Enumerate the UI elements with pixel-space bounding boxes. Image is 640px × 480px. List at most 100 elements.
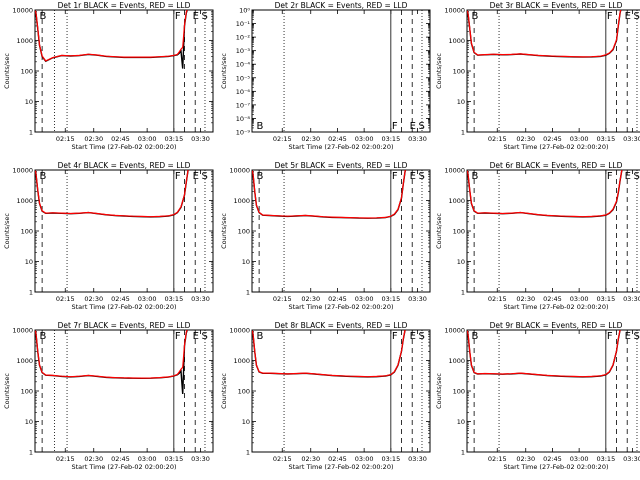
detector-panel-5: Det 5r BLACK = Events, RED = LLD 1 10 100 10… [220, 161, 431, 311]
x-tick-label: 03:30 [191, 135, 210, 143]
x-tick-label: 03:00 [355, 455, 374, 463]
y-tick-label: 100 [21, 228, 33, 236]
x-tick-label: 02:15 [273, 135, 292, 143]
event-marker-label: E [410, 121, 416, 132]
y-tick-label: 10000 [444, 7, 465, 15]
x-tick-label: 03:30 [191, 455, 210, 463]
event-marker-label: S [202, 11, 208, 22]
event-marker-label: B [257, 171, 264, 182]
x-tick-label: 03:30 [623, 295, 640, 303]
event-marker-label: E [410, 171, 416, 182]
event-marker-label: S [634, 11, 640, 22]
x-tick-label: 03:00 [570, 295, 589, 303]
x-tick-label: 03:15 [596, 295, 615, 303]
series-line-events [35, 170, 189, 218]
panel-title: Det 5r BLACK = Events, RED = LLD [275, 161, 408, 170]
series-line-events [467, 170, 623, 218]
y-axis-label: Counts/sec [3, 213, 11, 249]
plot-frame [34, 9, 214, 133]
event-marker-label: B [40, 331, 47, 342]
x-tick-label: 02:30 [301, 135, 320, 143]
event-marker-label: S [202, 171, 208, 182]
y-tick-label: 100 [21, 68, 33, 76]
plot-frame [251, 9, 431, 133]
x-axis-label: Start Time (27-Feb-02 02:00:20) [72, 143, 177, 151]
series-line-events [35, 10, 189, 69]
y-tick-label: 10 [457, 418, 465, 426]
y-tick-label: 1 [461, 129, 465, 137]
y-tick-label: 1000 [448, 197, 465, 205]
y-axis-label: Counts/sec [3, 373, 11, 409]
x-tick-label: 02:45 [328, 295, 347, 303]
x-axis-label: Start Time (27-Feb-02 02:00:20) [289, 463, 394, 471]
y-tick-label: 1000 [448, 37, 465, 45]
x-axis-label: Start Time (27-Feb-02 02:00:20) [72, 463, 177, 471]
y-tick-label: 10000 [229, 167, 250, 175]
event-marker-label: B [472, 331, 479, 342]
y-tick-label: 10⁻⁵ [236, 74, 251, 82]
event-marker-label: E [410, 331, 416, 342]
x-tick-label: 02:45 [543, 135, 562, 143]
y-tick-label: 100 [453, 68, 465, 76]
y-tick-label: 10 [242, 418, 250, 426]
event-marker-label: E [625, 11, 631, 22]
x-tick-label: 02:45 [543, 455, 562, 463]
x-axis-label: Start Time (27-Feb-02 02:00:20) [72, 303, 177, 311]
panel-title: Det 2r BLACK = Events, RED = LLD [275, 1, 408, 10]
event-marker-label: S [634, 331, 640, 342]
event-marker-label: S [419, 121, 425, 132]
detector-panel-2: Det 2r BLACK = Events, RED = LLD 10⁻⁹ 10⁻⁸… [220, 1, 431, 151]
x-tick-label: 03:15 [164, 135, 183, 143]
event-marker-label: F [607, 11, 613, 22]
y-tick-label: 10⁻⁶ [236, 88, 251, 96]
event-marker-label: B [257, 121, 264, 132]
y-tick-label: 1 [29, 449, 33, 457]
x-tick-label: 03:30 [408, 135, 427, 143]
x-tick-label: 03:15 [596, 135, 615, 143]
series-line-lld [252, 330, 406, 378]
x-tick-label: 02:45 [111, 295, 130, 303]
event-marker-label: S [419, 331, 425, 342]
y-axis-label: Counts/sec [435, 373, 443, 409]
x-tick-label: 02:30 [84, 295, 103, 303]
event-marker-label: F [607, 171, 613, 182]
plot-frame [251, 329, 431, 453]
event-marker-label: F [607, 331, 613, 342]
panel-title: Det 7r BLACK = Events, RED = LLD [58, 321, 191, 330]
x-tick-label: 02:15 [273, 295, 292, 303]
x-tick-label: 02:45 [111, 135, 130, 143]
y-tick-label: 1 [461, 449, 465, 457]
y-axis-label: Counts/sec [220, 373, 228, 409]
x-tick-label: 02:45 [328, 135, 347, 143]
detector-panel-4: Det 4r BLACK = Events, RED = LLD 1 10 100 10… [3, 161, 214, 311]
plot-frame [466, 329, 640, 453]
x-tick-label: 02:30 [84, 135, 103, 143]
y-tick-label: 10⁻⁷ [236, 101, 251, 109]
y-axis-label: Counts/sec [435, 53, 443, 89]
x-tick-label: 02:45 [111, 455, 130, 463]
series-line-lld [252, 170, 407, 219]
y-tick-label: 1000 [16, 197, 33, 205]
detector-panel-1: Det 1r BLACK = Events, RED = LLD 1 10 100 10… [3, 1, 214, 151]
detector-panel-3: Det 3r BLACK = Events, RED = LLD 1 10 100 10… [435, 1, 640, 151]
x-tick-label: 03:00 [355, 295, 374, 303]
plot-frame [34, 169, 214, 293]
x-axis-label: Start Time (27-Feb-02 02:00:20) [504, 143, 609, 151]
series-line-events [35, 330, 189, 395]
detector-panel-6: Det 6r BLACK = Events, RED = LLD 1 10 100 10… [435, 161, 640, 311]
x-tick-label: 03:00 [138, 135, 157, 143]
y-tick-label: 1000 [233, 357, 250, 365]
event-marker-label: F [392, 171, 398, 182]
x-tick-label: 03:30 [191, 295, 210, 303]
y-tick-label: 10 [242, 258, 250, 266]
x-tick-label: 02:30 [516, 135, 535, 143]
series-line-lld [35, 170, 189, 218]
plot-frame [466, 169, 640, 293]
y-tick-label: 1000 [16, 357, 33, 365]
x-tick-label: 02:15 [56, 455, 75, 463]
event-marker-label: E [193, 11, 199, 22]
plot-frame [466, 9, 640, 133]
x-tick-label: 02:30 [301, 455, 320, 463]
event-marker-label: E [625, 331, 631, 342]
y-tick-label: 1 [246, 289, 250, 297]
